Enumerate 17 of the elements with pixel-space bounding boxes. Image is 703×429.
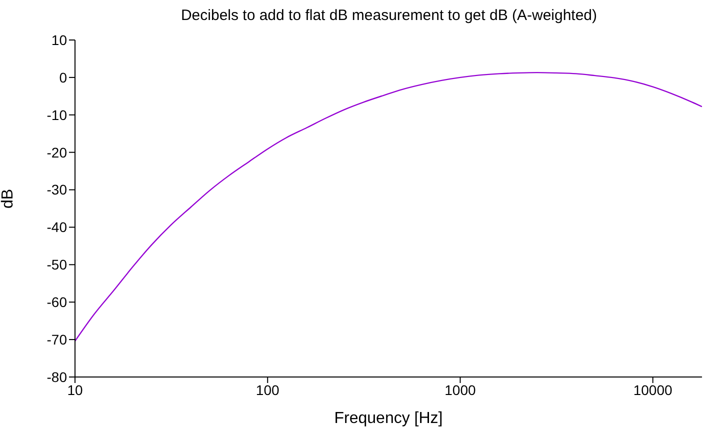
x-axis-title: Frequency [Hz] [334,410,443,427]
y-tick-label: -10 [46,106,68,123]
y-tick-label: -60 [46,294,68,310]
y-tick-label: -30 [46,182,68,198]
chart-title: Decibels to add to flat dB measurement to get dB (A-weighted) [180,7,598,24]
x-tick-label: 10 [67,382,83,398]
y-tick-label: -20 [46,144,68,160]
y-tick-label: 10 [51,32,68,48]
y-tick-label: 0 [59,69,68,86]
x-tick-label: 1000 [444,382,476,398]
x-tick-label: 100 [256,382,280,398]
y-axis-title: dB [0,188,17,208]
x-tick-label: 10000 [633,382,673,398]
y-tick-label: -50 [46,256,68,273]
y-tick-label: -80 [46,368,68,385]
y-tick-label: -40 [46,219,68,236]
y-tick-label: -70 [46,332,68,348]
